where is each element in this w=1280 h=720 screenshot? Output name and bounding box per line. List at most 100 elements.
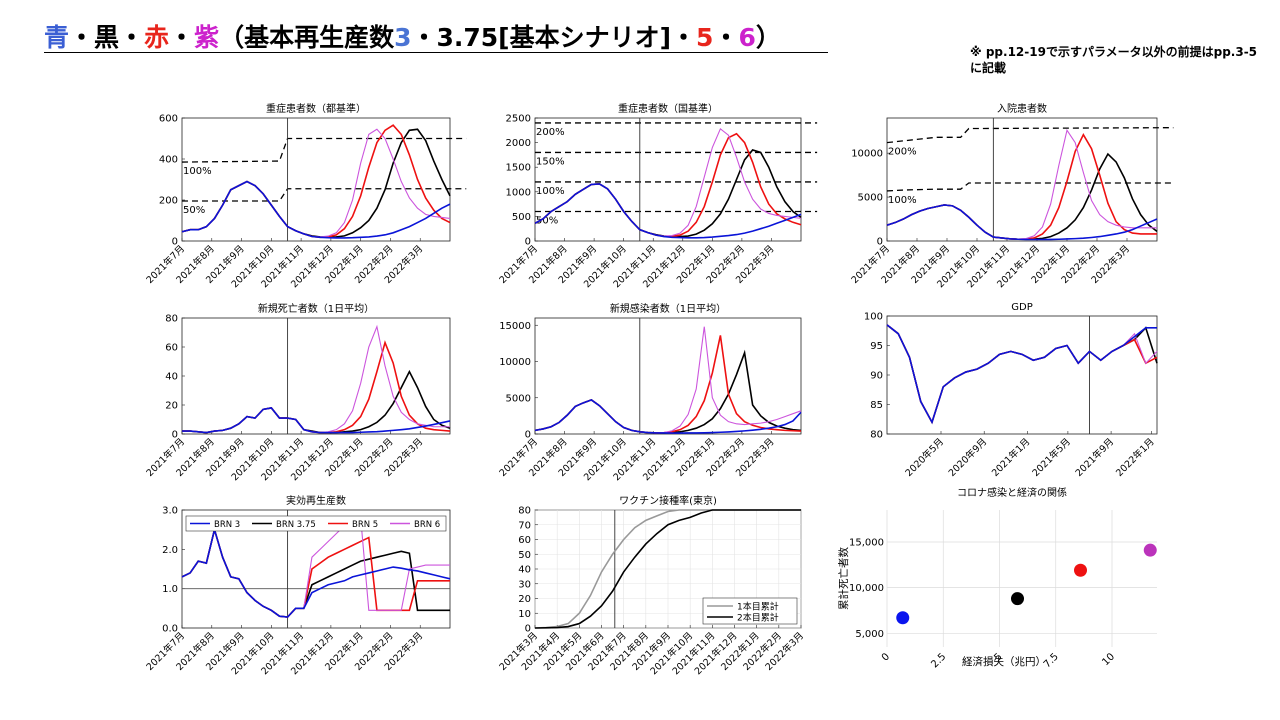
title-part: （基本再生産数 [219,23,395,52]
x-axis-label: 経済損失（兆円） [962,655,1046,668]
y-tick-label: 2.0 [162,545,178,556]
y-tick-label: 95 [870,341,883,352]
y-axis-label: 累計死亡者数 [837,547,850,610]
chart-title: 実効再生産数 [286,494,346,507]
title-part: 青 [44,23,70,52]
chart-title: コロナ感染と経済の関係 [957,486,1067,499]
y-tick-label: 2500 [506,114,531,125]
y-tick-label: 0 [525,430,531,441]
reference-line-label: 100% [536,186,565,197]
legend-label: BRN 3 [214,520,240,530]
reference-line [886,127,1174,144]
plot-frame [886,117,1158,242]
chart-title: 入院患者数 [997,102,1047,115]
title-part: ・黒・ [69,23,145,52]
y-tick-label: 200 [159,196,178,207]
y-tick-label: 10000 [851,149,883,160]
title-part: 6 [738,23,756,52]
legend-label: 1本目累計 [737,601,779,613]
title-part: 3 [394,23,412,52]
y-tick-label: 0 [172,237,178,248]
y-tick-label: 400 [159,155,178,166]
chart-hospitalized: 入院患者数05000100002021年7月2021年8月2021年9月2021… [849,102,1174,290]
scatter-point [1011,592,1024,606]
series-line [886,204,1158,241]
reference-line-label: 200% [536,127,565,138]
reference-line [886,182,1174,192]
scatter-point [1074,563,1087,577]
y-tick-label: 30 [518,579,531,590]
x-tick-label: 0 [880,651,892,663]
series-line [886,324,1157,425]
y-tick-label: 10000 [499,357,531,368]
page-title: 青・黒・赤・紫（基本再生産数3・3.75[基本シナリオ]・5・6） [44,18,781,54]
y-tick-label: 40 [518,565,531,576]
y-tick-label: 5000 [506,393,531,404]
legend-label: BRN 3.75 [276,520,316,530]
y-tick-label: 0 [525,624,531,635]
y-tick-label: 3.0 [162,506,178,517]
reference-line-label: 50% [536,215,558,226]
y-tick-label: 500 [512,212,531,223]
y-tick-label: 10 [518,609,531,620]
x-tick-label: 2.5 [929,651,948,670]
y-tick-label: 85 [870,400,883,411]
y-tick-label: 90 [870,371,883,382]
scatter-point [1143,543,1157,557]
reference-line-label: 100% [183,166,212,177]
series-line [534,509,801,629]
footnote: ※ pp.12-19で示すパラメータ以外の前提はpp.3-5に記載 [970,45,1258,75]
reference-line [181,137,467,163]
plot-frame [181,317,451,435]
series-line [182,407,451,434]
title-part: 5 [696,23,714,52]
chart-title: ワクチン接種率(東京) [619,494,717,507]
chart-title: 重症患者数（都基準） [266,102,366,115]
series-line [181,526,451,618]
y-tick-label: 0 [172,430,178,441]
x-tick-label: 2020年9月 [946,436,989,479]
chart-rt: 実効再生産数0.01.02.03.02021年7月2021年8月2021年9月2… [144,494,451,677]
y-tick-label: 5,000 [855,629,884,640]
plot-frame [181,117,451,242]
title-part: ） [755,23,781,52]
reference-line-label: 200% [888,147,917,158]
chart-deaths: 新規死亡者数（1日平均）0204060802021年7月2021年8月2021年… [144,302,451,483]
x-tick-label: 2021年5月 [1030,436,1073,479]
plot-frame [534,317,802,435]
x-tick-label: 2022年1月 [1113,436,1156,479]
reference-line-label: 50% [183,205,205,216]
legend-box [185,515,447,532]
y-tick-label: 80 [165,314,178,325]
title-part: ・3.75[基本シナリオ]・ [411,23,697,52]
chart-title: 重症患者数（国基準） [618,102,718,115]
reference-line-label: 100% [888,195,917,206]
title-part: ・ [713,23,739,52]
title-part: 赤 [144,23,170,52]
y-tick-label: 1.0 [162,584,178,595]
series-line [534,399,802,434]
y-tick-label: 40 [165,372,178,383]
reference-line [182,188,467,202]
x-tick-label: 2021年9月 [1073,436,1116,479]
y-tick-label: 60 [518,535,531,546]
y-tick-label: 0 [877,237,883,248]
x-tick-label: 2021年1月 [989,436,1032,479]
y-tick-label: 100 [864,312,883,323]
legend-label: 2本目累計 [737,612,779,624]
y-tick-label: 80 [518,506,531,517]
y-tick-label: 15000 [499,321,531,332]
title-part: 紫 [194,23,220,52]
chart-title: 新規死亡者数（1日平均） [258,302,374,315]
y-tick-label: 80 [870,430,883,441]
series-line [534,183,802,239]
chart-severe-tokyo: 重症患者数（都基準）02004006002021年7月2021年8月2021年9… [144,102,467,290]
x-tick-label: 10 [1100,651,1117,668]
x-tick-label: 2020年5月 [903,436,946,479]
title-part: ・ [169,23,195,52]
y-tick-label: 1500 [506,163,531,174]
y-tick-label: 0.0 [162,624,178,635]
